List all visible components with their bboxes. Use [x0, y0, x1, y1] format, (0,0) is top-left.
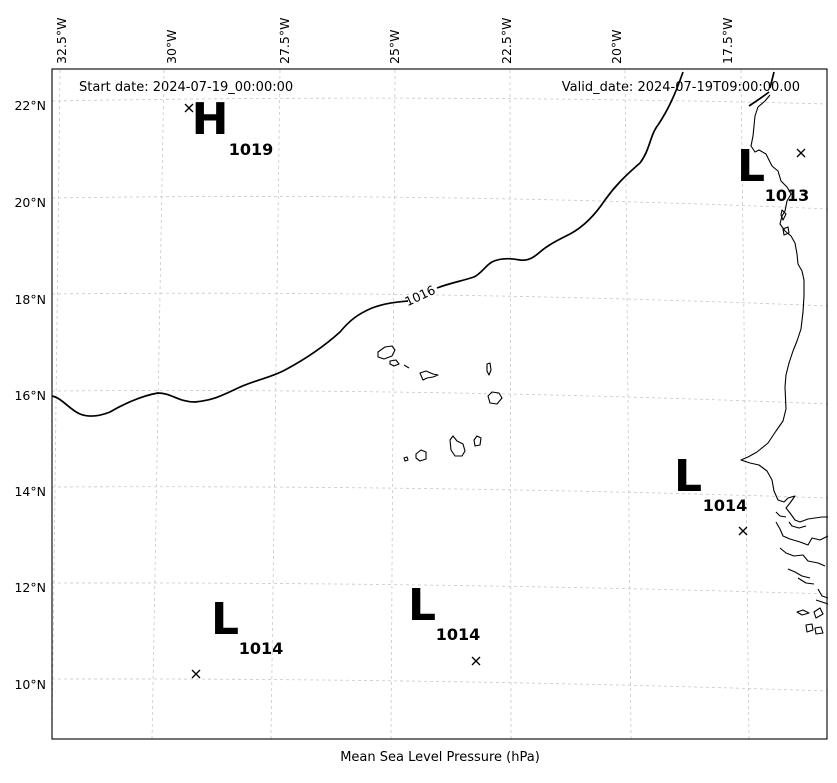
- lon-tick-label: 20°W: [609, 29, 624, 64]
- high-pressure-value: 1019: [229, 140, 274, 159]
- pressure-center-low-3: L 1014: [191, 594, 284, 679]
- lon-tick-label: 17.5°W: [720, 18, 735, 64]
- lon-tick-label: 22.5°W: [499, 18, 514, 64]
- low-pressure-value: 1014: [239, 639, 284, 658]
- lat-tick-label: 22°N: [14, 98, 46, 113]
- lat-tick-label: 16°N: [14, 388, 46, 403]
- lon-tick-label: 25°W: [387, 29, 402, 64]
- low-pressure-value: 1014: [436, 625, 481, 644]
- african-coastline: [740, 94, 829, 635]
- pressure-center-high: H 1019: [184, 94, 274, 159]
- low-pressure-marker: [191, 669, 201, 679]
- pressure-center-low-2: L 1014: [674, 451, 748, 536]
- low-pressure-marker: [471, 656, 481, 666]
- map-frame: [51, 68, 828, 740]
- lat-tick-label: 18°N: [14, 292, 46, 307]
- low-pressure-letter: L: [408, 580, 436, 631]
- low-pressure-letter: L: [211, 594, 239, 645]
- isobar-1016: [51, 71, 684, 418]
- longitude-axis: 32.5°W 30°W 27.5°W 25°W 22.5°W 20°W 17.5…: [54, 18, 735, 64]
- high-pressure-letter: H: [192, 94, 229, 145]
- lat-tick-label: 12°N: [14, 580, 46, 595]
- low-pressure-marker: [796, 148, 806, 158]
- low-pressure-marker: [738, 526, 748, 536]
- pressure-center-low-4: L 1014: [408, 580, 481, 666]
- isobar-1016-label: 1016: [402, 282, 437, 309]
- lat-tick-label: 20°N: [14, 195, 46, 210]
- lon-tick-label: 32.5°W: [54, 18, 69, 64]
- latitude-axis: 22°N 20°N 18°N 16°N 14°N 12°N 10°N: [14, 98, 46, 692]
- low-pressure-value: 1014: [703, 496, 748, 515]
- valid-date-label: Valid_date: 2024-07-19T09:00:00.00: [562, 80, 800, 95]
- low-pressure-value: 1013: [765, 186, 810, 205]
- map-xlabel: Mean Sea Level Pressure (hPa): [340, 750, 540, 765]
- graticule: [51, 69, 829, 741]
- cape-verde-islands: [377, 345, 503, 462]
- low-pressure-letter: L: [674, 451, 702, 502]
- lat-tick-label: 10°N: [14, 677, 46, 692]
- pressure-center-low-1: L 1013: [737, 141, 809, 205]
- lon-tick-label: 27.5°W: [277, 18, 292, 64]
- start-date-label: Start date: 2024-07-19_00:00:00: [79, 80, 293, 95]
- lat-tick-label: 14°N: [14, 484, 46, 499]
- lon-tick-label: 30°W: [164, 29, 179, 64]
- high-pressure-marker: [184, 103, 194, 113]
- low-pressure-letter: L: [737, 141, 765, 192]
- isobar-1016-upper-segment: [748, 71, 775, 107]
